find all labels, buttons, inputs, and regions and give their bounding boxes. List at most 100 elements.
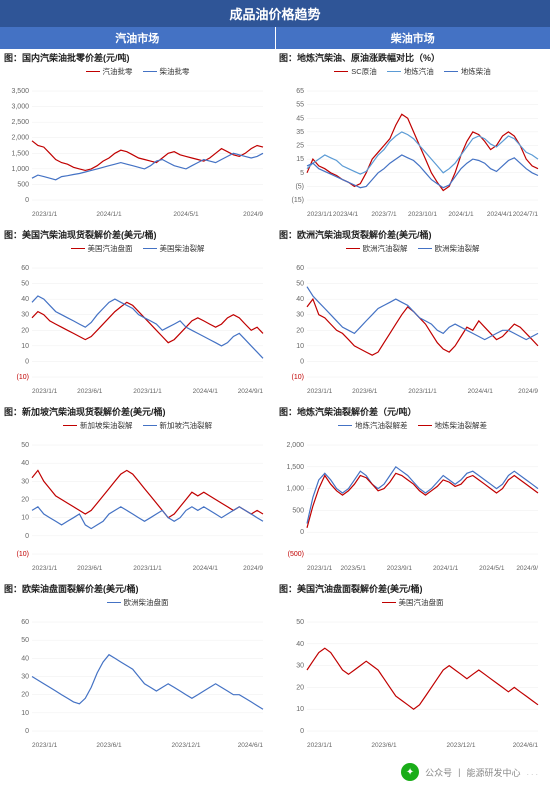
svg-text:2023/1/1: 2023/1/1 [32,565,58,572]
svg-text:2023/12/1: 2023/12/1 [447,742,476,749]
legend-swatch [338,425,352,426]
legend-label: SC原油 [351,66,376,77]
svg-text:1,000: 1,000 [286,486,304,493]
legend-item: 欧洲柴油裂解 [418,243,480,254]
legend-label: 美国汽油盘面 [88,243,133,254]
svg-text:2023/6/1: 2023/6/1 [352,388,378,395]
svg-text:0: 0 [25,358,29,365]
legend-item: 美国汽油盘面 [382,597,444,608]
svg-text:10: 10 [21,515,29,522]
legend-label: 新加坡汽油裂解 [160,420,213,431]
legend-item: 欧洲汽油裂解 [346,243,408,254]
svg-text:500: 500 [292,507,304,514]
svg-text:2023/6/1: 2023/6/1 [96,742,122,749]
chart-panel: 图：地炼汽柴油、原油涨跌幅对比（%）SC原油地炼汽油地炼柴油(15)(5)515… [275,49,550,226]
chart-plot: (15)(5)51525354555652023/1/12023/4/12023… [279,77,546,222]
legend-swatch [418,248,432,249]
svg-text:2024/1/1: 2024/1/1 [433,565,459,572]
svg-text:2023/11/1: 2023/11/1 [408,388,437,395]
legend-swatch [346,248,360,249]
svg-text:2023/1/1: 2023/1/1 [32,742,58,749]
chart-panel: 图：欧洲汽柴油现货裂解价差(美元/桶)欧洲汽油裂解欧洲柴油裂解(10)01020… [275,226,550,403]
series-line [32,296,263,358]
chart-title: 图：地炼汽柴油、原油涨跌幅对比（%） [279,51,546,64]
svg-text:30: 30 [21,312,29,319]
svg-text:1,500: 1,500 [11,150,29,157]
legend-item: 地炼汽油裂解差 [338,420,408,431]
svg-text:10: 10 [296,706,304,713]
legend-swatch [143,248,157,249]
svg-text:2023/1/1: 2023/1/1 [307,388,333,395]
svg-text:2024/1/1: 2024/1/1 [448,211,474,218]
legend-item: 新加坡柴油裂解 [63,420,133,431]
footer-source-name: 能源研发中心 [466,766,520,779]
svg-text:2024/9: 2024/9 [518,388,538,395]
svg-text:2023/1/1: 2023/1/1 [307,565,333,572]
chart-legend: 欧洲柴油盘面 [4,597,271,608]
svg-text:2024/4/1: 2024/4/1 [487,211,513,218]
legend-item: 汽油批零 [86,66,133,77]
legend-label: 地炼柴油裂解差 [435,420,488,431]
legend-swatch [63,425,77,426]
svg-text:65: 65 [296,88,304,95]
legend-item: 欧洲柴油盘面 [107,597,169,608]
svg-text:50: 50 [21,637,29,644]
svg-text:0: 0 [25,533,29,540]
svg-text:1,000: 1,000 [11,166,29,173]
svg-text:35: 35 [296,129,304,136]
legend-item: 地炼汽油 [387,66,434,77]
series-line [307,473,538,528]
chart-title: 图：美国汽柴油现货裂解价差(美元/桶) [4,228,271,241]
chart-plot: (500)05001,0001,5002,0002023/1/12023/5/1… [279,431,546,576]
legend-item: 美国汽油盘面 [71,243,133,254]
svg-text:40: 40 [21,460,29,467]
svg-text:50: 50 [296,281,304,288]
svg-text:2023/1/1: 2023/1/1 [307,211,333,218]
svg-text:2024/1/1: 2024/1/1 [96,211,122,218]
series-line [307,155,538,188]
svg-text:40: 40 [21,296,29,303]
svg-text:30: 30 [21,674,29,681]
chart-plot: 010203040502023/1/12023/6/12023/12/12024… [279,608,546,753]
svg-text:0: 0 [25,197,29,204]
svg-text:2023/4/1: 2023/4/1 [333,211,359,218]
chart-panel: 图：新加坡汽柴油现货裂解价差(美元/桶) 新加坡柴油裂解 新加坡汽油裂解 (10) 0 1… [0,403,275,580]
svg-text:2023/12/1: 2023/12/1 [172,742,201,749]
svg-text:2024/5/1: 2024/5/1 [479,565,505,572]
series-line [32,470,263,517]
svg-text:0: 0 [300,728,304,735]
chart-legend: 欧洲汽油裂解欧洲柴油裂解 [279,243,546,254]
svg-text:2024/4/1: 2024/4/1 [468,388,494,395]
footer-source-label: 公众号 [425,766,452,779]
chart-plot: (10)01020304050602023/1/12023/6/12023/11… [279,254,546,399]
svg-text:0: 0 [300,358,304,365]
main-title: 成品油价格趋势 [0,0,550,27]
legend-label: 地炼柴油 [461,66,491,77]
svg-text:10: 10 [21,343,29,350]
legend-label: 美国汽油盘面 [399,597,444,608]
svg-text:2023/6/1: 2023/6/1 [77,565,103,572]
legend-label: 柴油批零 [160,66,190,77]
svg-text:2023/6/1: 2023/6/1 [371,742,397,749]
svg-text:20: 20 [21,692,29,699]
svg-text:(10): (10) [292,374,304,381]
svg-text:0: 0 [300,529,304,536]
chart-panel: 图：地炼汽柴油裂解价差（元/吨）地炼汽油裂解差地炼柴油裂解差(500)05001… [275,403,550,580]
svg-text:2024/9/: 2024/9/ [516,565,538,572]
footer-sep: | [458,767,460,777]
svg-text:(10): (10) [17,551,29,558]
svg-text:2024/9: 2024/9 [243,565,263,572]
legend-swatch [382,602,396,603]
svg-text:40: 40 [21,655,29,662]
svg-text:(15): (15) [292,197,304,204]
chart-legend: 汽油批零 柴油批零 [4,66,271,77]
chart-plot: (10)010203040502023/1/12023/6/12023/11/1… [4,431,271,576]
svg-text:2023/1/1: 2023/1/1 [32,388,58,395]
footer-dots-icon: ... [526,767,540,777]
chart-title: 图：新加坡汽柴油现货裂解价差(美元/桶) [4,405,271,418]
legend-swatch [418,425,432,426]
svg-text:60: 60 [21,619,29,626]
legend-label: 欧洲柴油盘面 [124,597,169,608]
legend-label: 地炼汽油 [404,66,434,77]
series-line [32,302,263,342]
